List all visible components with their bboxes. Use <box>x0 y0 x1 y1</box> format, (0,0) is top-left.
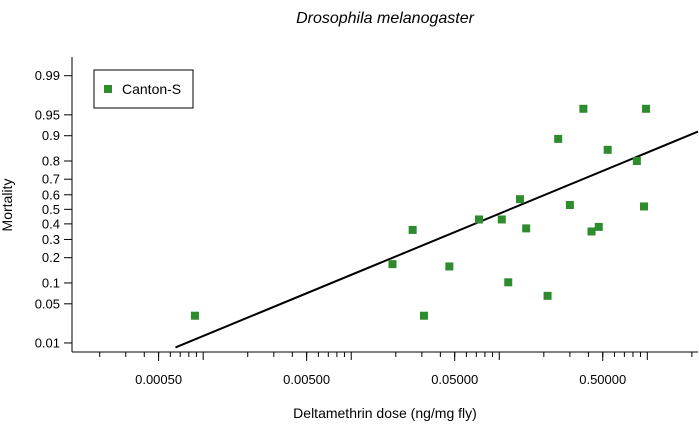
data-point <box>408 225 417 234</box>
y-tick-label: 0.2 <box>42 250 60 265</box>
data-point <box>504 278 513 287</box>
data-point <box>475 215 484 224</box>
x-axis: 0.00050 0.00500 0.05000 0.50000 <box>72 351 698 387</box>
data-point <box>642 104 651 113</box>
legend-label-canton-s: Canton-S <box>122 81 181 97</box>
data-point <box>419 311 428 320</box>
data-point <box>603 145 612 154</box>
y-tick-label: 0.8 <box>42 153 60 168</box>
data-point <box>445 262 454 271</box>
x-tick-label: 0.00500 <box>283 372 330 387</box>
y-tick-label: 0.3 <box>42 232 60 247</box>
x-axis-label: Deltamethrin dose (ng/mg fly) <box>293 405 477 421</box>
legend: Canton-S <box>93 69 194 109</box>
data-point <box>587 227 596 236</box>
data-point <box>522 224 531 233</box>
y-tick-label: 0.1 <box>42 275 60 290</box>
data-points <box>190 104 651 320</box>
data-point <box>497 215 506 224</box>
data-point <box>594 222 603 231</box>
y-tick-label: 0.9 <box>42 128 60 143</box>
data-point <box>640 202 649 211</box>
legend-marker <box>104 85 112 93</box>
y-tick-label: 0.05 <box>35 296 60 311</box>
data-point <box>632 156 641 165</box>
data-point <box>554 134 563 143</box>
y-axis: 0.01 0.05 0.1 0.2 0.30.40.50.60.7 0.8 0.9 0.95 0… <box>35 57 73 352</box>
y-tick-label: 0.99 <box>35 68 60 83</box>
data-point <box>388 260 397 269</box>
y-tick-label: 0.5 <box>42 202 60 217</box>
y-tick-label: 0.7 <box>42 172 60 187</box>
y-axis-label: Mortality <box>0 179 15 232</box>
regression-line <box>175 130 699 349</box>
x-tick-label: 0.00050 <box>135 372 182 387</box>
x-tick-label: 0.05000 <box>431 372 478 387</box>
data-point <box>515 195 524 204</box>
data-point <box>579 104 588 113</box>
y-tick-label: 0.95 <box>35 107 60 122</box>
y-tick-label: 0.4 <box>42 216 60 231</box>
data-point <box>565 201 574 210</box>
x-tick-label: 0.50000 <box>579 372 626 387</box>
y-tick-label: 0.01 <box>35 335 60 350</box>
y-tick-label: 0.6 <box>42 187 60 202</box>
chart-title: Drosophila melanogaster <box>296 10 475 27</box>
data-point <box>190 311 199 320</box>
data-point <box>543 291 552 300</box>
